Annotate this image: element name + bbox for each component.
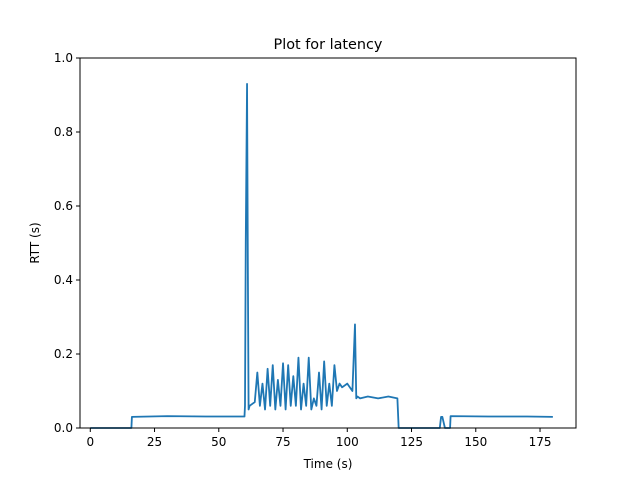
y-axis-label: RTT (s): [28, 222, 42, 263]
chart-title: Plot for latency: [274, 37, 383, 53]
y-tick-label: 0.6: [54, 199, 73, 213]
x-axis-label: Time (s): [303, 457, 353, 471]
x-axis: 0 25 50 75 100 125 150 175: [86, 428, 551, 449]
y-tick-label: 0.4: [54, 273, 73, 287]
y-tick-label: 0.8: [54, 125, 73, 139]
x-tick-label: 175: [529, 435, 552, 449]
y-tick-label: 1.0: [54, 51, 73, 65]
plot-layer: [90, 83, 553, 429]
series-line: [90, 83, 553, 429]
x-tick-label: 150: [464, 435, 487, 449]
x-tick-label: 50: [211, 435, 226, 449]
x-tick-label: 125: [400, 435, 423, 449]
x-tick-label: 100: [336, 435, 359, 449]
y-axis: 0.0 0.2 0.4 0.6 0.8 1.0: [54, 51, 80, 435]
x-tick-label: 25: [147, 435, 162, 449]
x-tick-label: 75: [275, 435, 290, 449]
y-tick-label: 0.2: [54, 347, 73, 361]
plot-frame: [79, 57, 577, 429]
y-tick-label: 0.0: [54, 421, 73, 435]
x-tick-label: 0: [86, 435, 94, 449]
